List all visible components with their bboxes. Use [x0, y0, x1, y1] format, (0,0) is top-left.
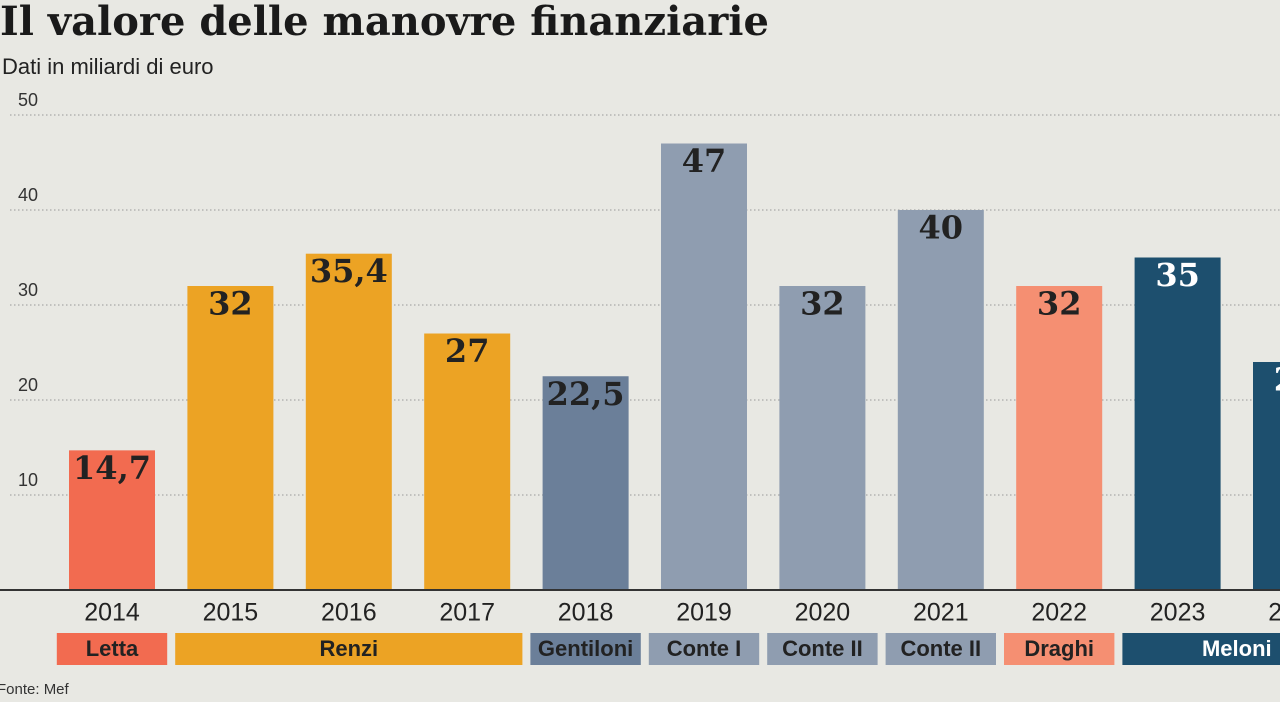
y-tick-label: 10 — [18, 470, 38, 490]
bar — [542, 376, 629, 590]
value-label: 47 — [682, 142, 727, 180]
government-band — [648, 633, 760, 665]
x-tick-label: 2020 — [795, 599, 851, 627]
x-tick-label: 2017 — [439, 599, 495, 627]
government-label: Conte I — [667, 636, 742, 661]
y-tick-label: 30 — [18, 280, 38, 300]
y-tick-label: 50 — [18, 90, 38, 110]
government-band — [767, 633, 878, 665]
x-tick-label: 2022 — [1031, 599, 1087, 627]
x-tick-label: 2021 — [913, 599, 969, 627]
x-tick-label: 2014 — [84, 599, 140, 627]
bar — [779, 286, 866, 590]
chart-title: Il valore delle manovre finanziarie — [0, 0, 769, 45]
government-label: Conte II — [900, 636, 981, 661]
x-tick-label: 2024 — [1268, 599, 1280, 627]
value-label: 32 — [208, 285, 253, 323]
value-label: 22,5 — [547, 375, 625, 413]
bar — [1016, 286, 1103, 590]
x-tick-label: 2016 — [321, 599, 377, 627]
chart-subtitle: Dati in miliardi di euro — [2, 54, 214, 79]
value-label: 14,7 — [73, 449, 151, 487]
government-label: Renzi — [319, 636, 378, 661]
value-label: 35,4 — [310, 252, 388, 290]
value-label: 24 — [1274, 361, 1280, 399]
value-label: 35 — [1155, 256, 1200, 294]
value-label: 32 — [800, 285, 845, 323]
government-label: Conte II — [782, 636, 863, 661]
government-label: Gentiloni — [538, 636, 633, 661]
government-band — [530, 633, 641, 665]
government-label: Draghi — [1024, 636, 1094, 661]
x-tick-label: 2018 — [558, 599, 614, 627]
government-band — [885, 633, 996, 665]
y-tick-label: 40 — [18, 185, 38, 205]
bar — [69, 450, 155, 590]
x-tick-label: 2015 — [203, 599, 259, 627]
value-label: 40 — [919, 209, 964, 247]
bar — [305, 253, 392, 590]
bar — [1134, 257, 1221, 590]
bar — [187, 286, 274, 590]
government-band — [56, 633, 168, 665]
value-label: 27 — [445, 332, 490, 370]
bar — [1253, 362, 1280, 590]
source: Fonte: Mef — [0, 681, 70, 698]
x-tick-label: 2023 — [1150, 599, 1206, 627]
government-band — [1122, 633, 1280, 665]
government-label: Letta — [86, 636, 139, 661]
value-label: 32 — [1037, 285, 1082, 323]
bar — [897, 210, 984, 590]
government-band — [175, 633, 523, 665]
bar — [424, 333, 511, 590]
y-tick-label: 20 — [18, 375, 38, 395]
bar — [661, 143, 747, 590]
government-label: Meloni — [1202, 636, 1272, 661]
x-tick-label: 2019 — [676, 599, 732, 627]
government-band — [1004, 633, 1115, 665]
